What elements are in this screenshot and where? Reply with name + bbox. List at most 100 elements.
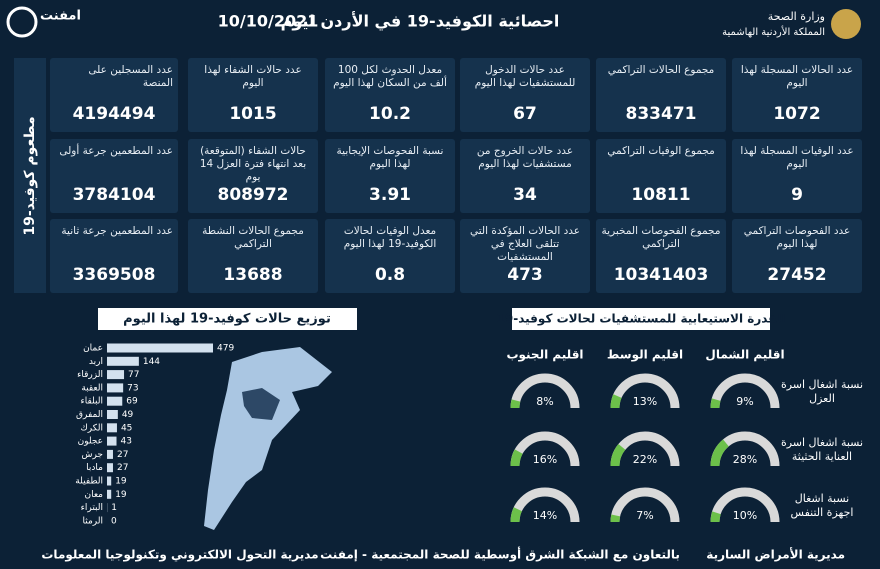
value-label: 27 xyxy=(117,450,128,460)
stat-card: حالات الشفاء (المتوقعة) بعد انتهاء فترة … xyxy=(188,139,318,213)
stat-value: 1015 xyxy=(229,104,277,124)
value-label: 45 xyxy=(121,423,132,433)
stat-value: 10.2 xyxy=(369,104,411,124)
stat-value: 13688 xyxy=(223,265,283,285)
date: 10/10/2021 xyxy=(218,12,319,31)
stat-card: مجموع الوفيات التراكمي 10811 xyxy=(596,139,726,213)
value-label: 19 xyxy=(115,477,127,487)
stat-label: مجموع الفحوصات المخبرية التراكمي xyxy=(601,225,721,250)
stat-value: 10341403 xyxy=(613,265,709,285)
gauge-label: 14% xyxy=(533,509,557,522)
bar xyxy=(107,423,117,433)
stat-label: مجموع الحالات النشطة التراكمي xyxy=(202,225,304,250)
value-label: 479 xyxy=(217,344,234,354)
bar xyxy=(107,396,123,406)
category-label: الرمثا xyxy=(83,516,104,526)
stat-label: عدد حالات الشفاء لهذا اليوم xyxy=(204,64,302,89)
stat-label: عدد حالات الدخول للمستشفيات لهذا اليوم xyxy=(474,64,576,89)
stat-label: نسبة الفحوصات الإيجابية لهذا اليوم xyxy=(336,145,444,170)
amman-region xyxy=(242,388,280,420)
bar-title: توزيع حالات كوفيد-19 لهذا اليوم xyxy=(123,312,331,327)
gauge-track xyxy=(510,373,580,409)
stat-value: 808972 xyxy=(217,185,289,205)
stat-card: نسبة الفحوصات الإيجابية لهذا اليوم 3.91 xyxy=(325,139,455,213)
stat-card: عدد حالات الخروج من مستشفيات لهذا اليوم 3… xyxy=(460,139,590,213)
vaccine-label: عدد المطعمين جرعة أولى xyxy=(59,145,173,157)
value-label: 77 xyxy=(128,370,139,380)
region-name: اقليم الوسط xyxy=(607,348,683,363)
stat-value: 1072 xyxy=(773,104,821,124)
stat-label: مجموع الوفيات التراكمي xyxy=(607,145,715,157)
category-label: المفرق xyxy=(76,410,103,420)
stat-value: 0.8 xyxy=(374,265,406,285)
value-label: 69 xyxy=(126,397,138,407)
value-label: 43 xyxy=(121,437,132,447)
capacity-title: القدرة الاستيعابية للمستشفيات لحالات كوف… xyxy=(497,312,786,327)
stat-label: عدد الحالات المسجلة لهذا اليوم xyxy=(740,64,854,89)
vaccine-value: 3369508 xyxy=(72,265,156,285)
gauge-fill xyxy=(510,449,523,467)
gauge-track xyxy=(610,487,680,523)
vaccine-label: عدد المطعمين جرعة ثانية xyxy=(61,225,173,237)
gauge-fill xyxy=(610,514,621,523)
gauge-fill xyxy=(510,507,523,523)
stat-value: 833471 xyxy=(625,104,697,124)
gauge-label: 10% xyxy=(733,509,757,522)
gauge-track xyxy=(610,373,680,409)
vaccine-label: عدد المسجلين على المنصة xyxy=(88,64,173,89)
value-label: 144 xyxy=(143,357,160,367)
vaccine-card: عدد المسجلين على المنصة 4194494 xyxy=(50,58,178,132)
kingdom: المملكة الأردنية الهاشمية xyxy=(722,25,825,38)
category-label: عجلون xyxy=(78,437,103,447)
stat-card: عدد الوفيات المسجلة لهذا اليوم 9 xyxy=(732,139,862,213)
vaccine-card: عدد المطعمين جرعة ثانية 3369508 xyxy=(50,219,178,293)
category-label: اربد xyxy=(89,357,103,367)
stat-label: عدد الحالات المؤكدة التي تتلقى العلاج في… xyxy=(469,225,581,263)
bar xyxy=(107,463,113,473)
ministry-emblem xyxy=(831,9,861,39)
stat-label: عدد الوفيات المسجلة لهذا اليوم xyxy=(740,145,854,170)
value-label: 19 xyxy=(115,490,127,500)
stat-label: عدد حالات الخروج من مستشفيات لهذا اليوم xyxy=(476,145,574,170)
category-label: الكرك xyxy=(80,423,103,433)
category-label: الزرقاء xyxy=(77,370,103,380)
bar-title-banner xyxy=(98,308,357,330)
stat-value: 10811 xyxy=(631,185,691,205)
capacity-title-banner xyxy=(512,308,770,330)
vaccine-value: 3784104 xyxy=(72,185,156,205)
gauge-fill xyxy=(710,398,721,409)
bar xyxy=(107,476,112,486)
footer-center: بالتعاون مع الشبكة الشرق أوسطية للصحة ال… xyxy=(320,547,680,563)
gauge-label: 13% xyxy=(633,395,657,408)
value-label: 1 xyxy=(111,503,117,513)
stat-card: عدد الحالات المؤكدة التي تتلقى العلاج في… xyxy=(460,219,590,293)
category-label: عمان xyxy=(83,344,103,354)
value-label: 49 xyxy=(122,410,134,420)
partner-logo xyxy=(6,6,38,38)
bar xyxy=(107,410,118,419)
bar xyxy=(107,370,125,380)
stat-card: معدل الوفيات لحالات الكوفيد-19 لهذا اليو… xyxy=(325,219,455,293)
gauge-fill xyxy=(610,394,622,409)
bar xyxy=(107,356,139,366)
footer-left: مديرية التحول الالكتروني وتكنولوجيا المع… xyxy=(41,548,318,563)
stat-card: مجموع الحالات التراكمي 833471 xyxy=(596,58,726,132)
gauge-fill xyxy=(510,399,521,409)
stat-label: معدل الحدوث لكل 100 ألف من السكان لهذا ا… xyxy=(333,64,447,89)
partner: امفنت xyxy=(40,9,81,24)
bar xyxy=(107,343,213,353)
stat-label: عدد الفحوصات التراكمي لهذا اليوم xyxy=(743,225,851,250)
stat-card: عدد حالات الدخول للمستشفيات لهذا اليوم 67 xyxy=(460,58,590,132)
gauge-track xyxy=(710,487,780,523)
ministry: وزارة الصحة xyxy=(768,10,825,23)
stat-value: 27452 xyxy=(767,265,827,285)
gauge-fill xyxy=(710,511,721,523)
gauge-label: 7% xyxy=(636,509,653,522)
stat-card: مجموع الحالات النشطة التراكمي 13688 xyxy=(188,219,318,293)
stat-card: معدل الحدوث لكل 100 ألف من السكان لهذا ا… xyxy=(325,58,455,132)
gauge-label: 8% xyxy=(536,395,553,408)
gauge-label: 28% xyxy=(733,453,757,466)
region-name: اقليم الجنوب xyxy=(506,348,583,363)
bar xyxy=(107,436,117,446)
